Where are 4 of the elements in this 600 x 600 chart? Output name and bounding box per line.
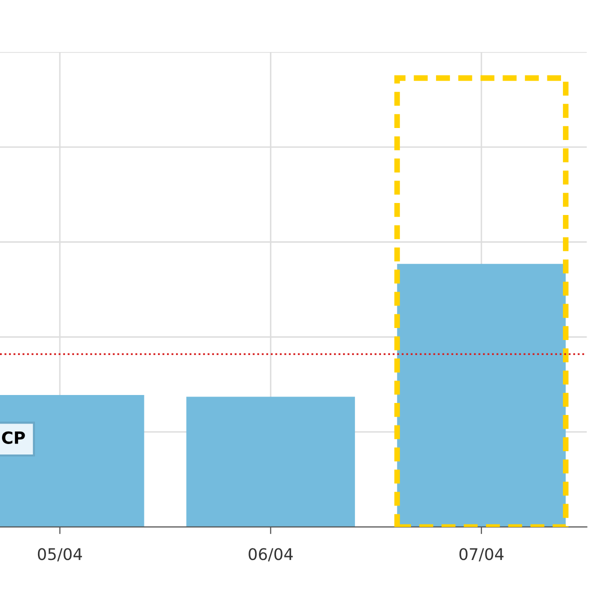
x-tick-label: 06/04 xyxy=(248,548,293,562)
annotation: CP xyxy=(2,431,25,444)
x-tick-label: 05/04 xyxy=(38,548,82,562)
x-tick-label: 07/04 xyxy=(459,548,504,562)
